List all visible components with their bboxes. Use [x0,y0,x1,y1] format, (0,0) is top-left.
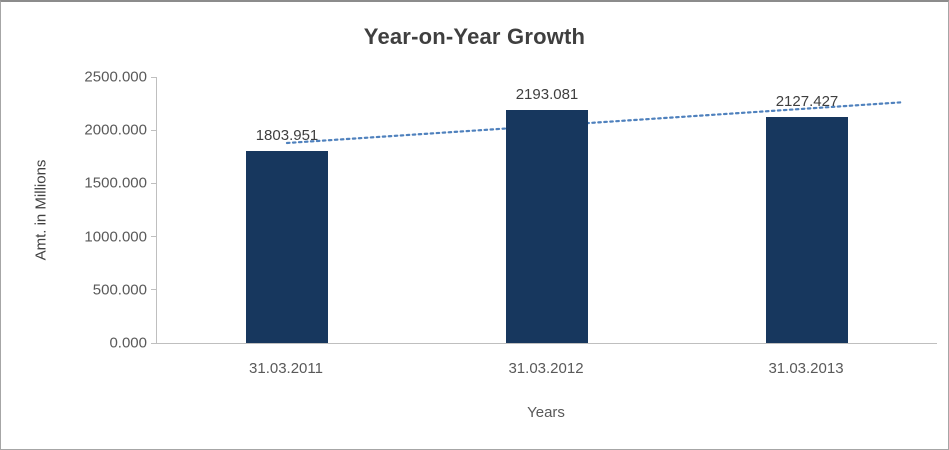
y-tick-mark [151,289,156,291]
plot-area: 1803.951 2193.081 2127.427 [151,76,937,344]
x-axis-tick-labels: 31.03.2011 31.03.2012 31.03.2013 [156,360,936,380]
y-tick-label: 2000.000 [84,121,147,139]
y-tick-label: 0.000 [109,334,147,352]
y-tick-label: 2500.000 [84,68,147,86]
bar-31.03.2012: 2193.081 [506,86,588,343]
bar-31.03.2013: 2127.427 [766,93,848,343]
y-tick-label: 1000.000 [84,228,147,246]
trendline [285,101,905,145]
y-tick-mark [151,76,156,78]
x-tick-label: 31.03.2011 [249,360,323,377]
bar-data-label: 2193.081 [515,85,579,103]
y-tick-mark [151,182,156,184]
y-tick-mark [151,236,156,238]
bar-data-label: 1803.951 [255,127,319,145]
x-axis-title: Years [527,404,565,421]
x-tick-label: 31.03.2012 [508,360,584,377]
bar-data-label: 2127.427 [775,92,839,110]
y-tick-label: 1500.000 [84,174,147,192]
x-tick-label: 31.03.2013 [768,360,844,377]
y-tick-mark [151,129,156,131]
chart-title: Year-on-Year Growth [363,24,586,49]
y-axis-title: Amt. in Millions [32,159,50,261]
y-tick-mark [151,342,156,344]
linear-trendline [285,101,905,145]
y-axis-tick-labels: 2500.000 2000.000 1500.000 1000.000 500.000 0… [59,69,147,352]
y-tick-label: 500.000 [92,281,147,299]
bar-31.03.2011: 1803.951 [246,127,328,343]
